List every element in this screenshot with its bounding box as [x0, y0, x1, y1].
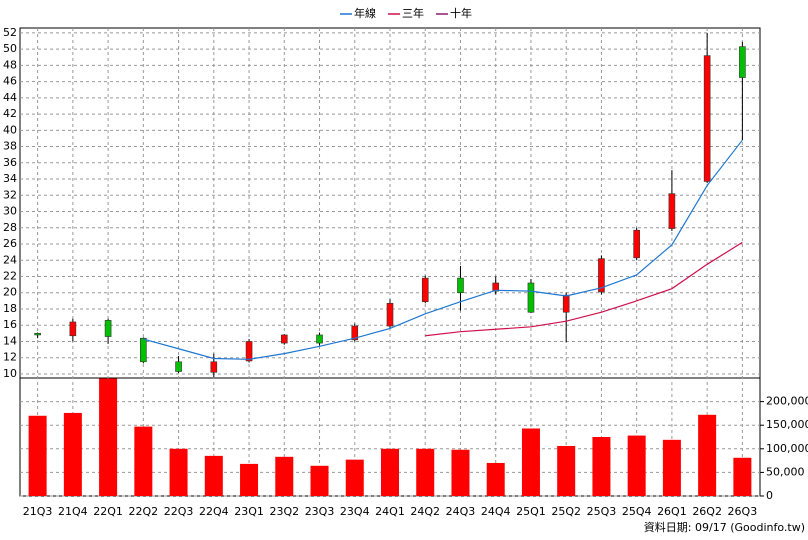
volume-bar [416, 448, 435, 496]
volume-bar [134, 426, 153, 496]
candle-body [457, 277, 464, 294]
y-tick-label: 30 [3, 205, 17, 218]
y-tick-label: 34 [3, 172, 17, 185]
candle-body [562, 294, 570, 313]
volume-bar [63, 412, 82, 496]
y-tick-label: 50 [3, 42, 17, 55]
x-tick-label: 21Q3 [23, 505, 53, 518]
x-tick-label: 25Q4 [622, 505, 652, 518]
y-tick-label: 26 [3, 237, 17, 250]
y-tick-label: 44 [3, 91, 17, 104]
y-tick-label: 28 [3, 221, 17, 234]
x-tick-label: 23Q1 [234, 505, 264, 518]
volume-bar [28, 415, 47, 496]
y2-tick-label: 100,000 [766, 442, 808, 455]
volume-bar [204, 455, 223, 496]
candle-body [351, 325, 359, 341]
y-tick-label: 22 [3, 269, 17, 282]
y2-tick-label: 200,000 [766, 395, 808, 408]
candle-body [527, 282, 535, 313]
candle-body [703, 55, 711, 182]
candle-body [140, 337, 147, 363]
candle-body [245, 341, 253, 362]
volume-bar [99, 378, 118, 496]
x-tick-label: 24Q1 [375, 505, 405, 518]
volume-bar [169, 448, 188, 496]
candle-body [668, 193, 676, 229]
x-tick-label: 26Q1 [657, 505, 687, 518]
legend-label: 三年 [402, 6, 424, 20]
y-tick-label: 32 [3, 188, 17, 201]
x-tick-label: 22Q2 [129, 505, 159, 518]
y-tick-label: 14 [3, 334, 17, 347]
y-tick-label: 52 [3, 26, 17, 39]
volume-bar [521, 428, 540, 496]
x-tick-label: 23Q2 [269, 505, 299, 518]
legend-label: 十年 [450, 6, 472, 20]
y2-tick-label: 0 [766, 489, 773, 502]
volume-bar [557, 445, 576, 496]
candle-body [210, 361, 218, 373]
line-series [425, 241, 743, 337]
y-tick-label: 18 [3, 302, 17, 315]
y-tick-label: 42 [3, 107, 17, 120]
candle-body [386, 302, 394, 327]
candle-body [34, 333, 41, 336]
y-tick-label: 20 [3, 286, 17, 299]
candle-body [316, 334, 323, 344]
volume-bar [592, 437, 611, 496]
x-tick-label: 24Q4 [481, 505, 511, 518]
candle-body [175, 361, 182, 372]
y-tick-label: 36 [3, 156, 17, 169]
y-tick-label: 24 [3, 253, 17, 266]
x-tick-label: 23Q4 [340, 505, 370, 518]
candle-body [280, 334, 288, 344]
candle-body [598, 258, 605, 293]
volume-bar [381, 448, 399, 496]
x-tick-label: 21Q4 [58, 505, 88, 518]
volume-bar [240, 463, 259, 496]
volume-bar [345, 459, 364, 496]
volume-bar [698, 414, 717, 496]
volume-bar [627, 435, 646, 496]
y-tick-label: 46 [3, 75, 17, 88]
x-tick-label: 26Q3 [728, 505, 758, 518]
volume-bar [275, 456, 294, 496]
x-tick-label: 22Q1 [93, 505, 123, 518]
candle-body [421, 277, 429, 302]
x-tick-label: 26Q2 [692, 505, 722, 518]
line-series [143, 139, 743, 360]
footer: 資料日期: 09/17 (Goodinfo.tw) [644, 520, 805, 534]
y-tick-label: 10 [3, 367, 17, 380]
legend-label: 年線 [354, 6, 376, 20]
x-tick-label: 22Q3 [164, 505, 194, 518]
candle-body [69, 321, 77, 337]
volume-bar [451, 449, 470, 496]
x-tick-label: 25Q3 [587, 505, 617, 518]
volume-bar [662, 439, 681, 496]
y-tick-label: 38 [3, 140, 17, 153]
candle-body [633, 229, 640, 259]
y-tick-label: 12 [3, 351, 17, 364]
y-tick-label: 48 [3, 58, 17, 71]
candle-body [739, 46, 746, 78]
candle-body [492, 282, 500, 292]
x-tick-label: 25Q2 [551, 505, 581, 518]
x-tick-label: 23Q3 [305, 505, 335, 518]
y-tick-label: 16 [3, 318, 17, 331]
volume-bar [733, 457, 752, 496]
y-tick-label: 40 [3, 123, 17, 136]
x-tick-label: 25Q1 [516, 505, 546, 518]
candle-body [104, 320, 112, 337]
x-tick-label: 24Q2 [410, 505, 440, 518]
y2-tick-label: 50,000 [766, 465, 805, 478]
x-tick-label: 24Q3 [446, 505, 476, 518]
x-tick-label: 22Q4 [199, 505, 229, 518]
y2-tick-label: 150,000 [766, 418, 808, 431]
volume-bar [486, 462, 505, 496]
volume-bar [310, 465, 329, 496]
